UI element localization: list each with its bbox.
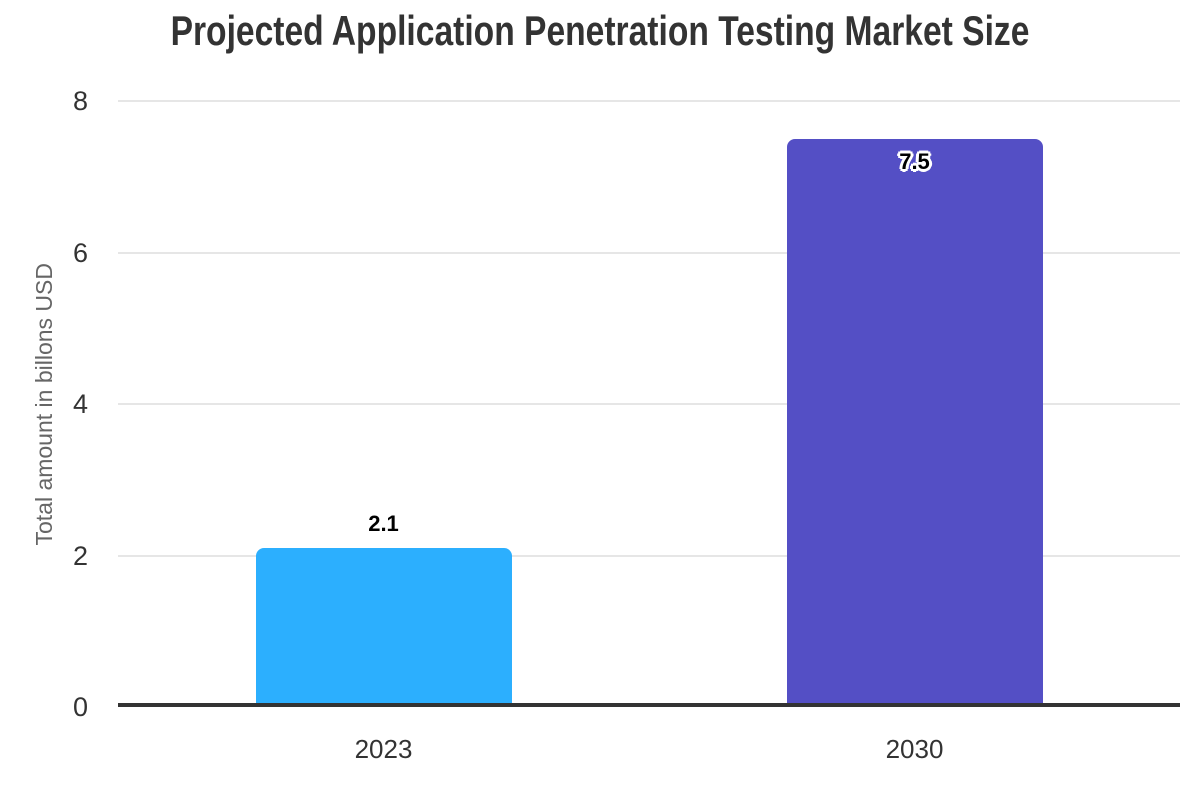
chart-title: Projected Application Penetration Testin…	[170, 7, 1030, 54]
x-tick-label-2023: 2023	[354, 734, 413, 764]
gridline-y8	[118, 100, 1180, 102]
data-label-2023: 2.1	[368, 510, 399, 536]
y-tick-label-2: 2	[72, 540, 88, 571]
y-tick-label-0: 0	[72, 692, 88, 722]
gridline-y6	[118, 251, 1180, 254]
gridline-y4	[118, 403, 1180, 405]
y-tick-label-6: 6	[72, 237, 88, 268]
data-label-2030: 7.5	[899, 148, 930, 174]
x-tick-label-2030: 2030	[885, 734, 944, 764]
bar-2023[interactable]	[255, 547, 512, 703]
y-tick-label-8: 8	[72, 86, 88, 116]
x-axis-line	[118, 703, 1180, 707]
gridline-y2	[118, 554, 1180, 557]
bar-2030[interactable]	[786, 138, 1043, 703]
y-tick-label-4: 4	[72, 389, 88, 419]
